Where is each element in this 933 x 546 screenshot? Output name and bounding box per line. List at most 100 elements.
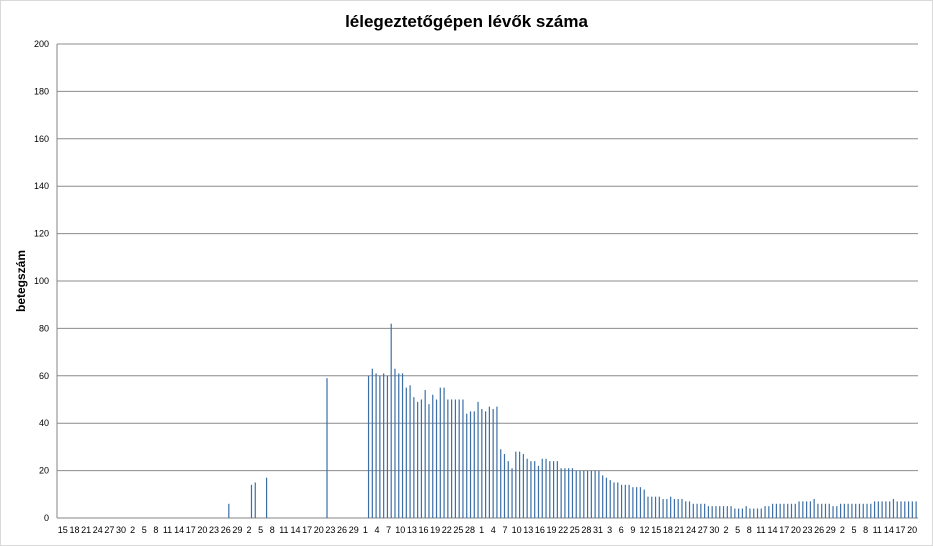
bar-blue [386, 375, 389, 518]
bar-blue [556, 461, 558, 518]
bar-blue [537, 465, 540, 518]
x-tick-label: 7 [386, 525, 391, 535]
x-tick-label: 5 [142, 525, 147, 535]
x-tick-label: 11 [163, 525, 172, 535]
bar-blue [409, 385, 411, 518]
bar-blue [858, 503, 861, 518]
bar-blue [892, 499, 895, 518]
x-tick-label: 4 [374, 525, 379, 535]
x-tick-label: 24 [93, 525, 103, 535]
x-tick-label: 8 [153, 525, 158, 535]
bar-blue [790, 503, 793, 518]
bar-blue [666, 499, 668, 518]
x-tick-label: 26 [337, 525, 347, 535]
bar-blue [439, 387, 441, 518]
bar-blue [643, 489, 645, 518]
x-tick-label: 8 [270, 525, 275, 535]
bar-blue [658, 496, 660, 518]
x-tick-label: 1 [363, 525, 368, 535]
x-tick-label: 11 [756, 525, 765, 535]
bars [228, 323, 917, 518]
x-tick-label: 29 [826, 525, 836, 535]
bar-blue [753, 508, 755, 518]
x-tick-label: 12 [640, 525, 650, 535]
bar-blue [889, 501, 891, 518]
x-tick-label: 25 [570, 525, 580, 535]
bar-blue [900, 501, 902, 518]
x-tick-label: 28 [581, 525, 591, 535]
x-tick-label: 26 [221, 525, 231, 535]
bar-blue [451, 399, 453, 518]
bar-blue [806, 501, 808, 518]
bar-blue [594, 470, 596, 518]
x-tick-label: 9 [630, 525, 635, 535]
bar-blue [904, 501, 906, 518]
bar-blue [704, 503, 706, 518]
bar-blue [432, 394, 434, 518]
bar-blue [847, 503, 849, 518]
bar-blue [688, 501, 691, 518]
x-tick-label: 23 [802, 525, 812, 535]
bar-blue [877, 501, 879, 518]
bar-blue [443, 387, 445, 518]
bar-blue [522, 454, 524, 518]
bar-blue [413, 397, 415, 518]
bar-blue [730, 506, 732, 518]
bar-blue [534, 461, 536, 518]
bar-blue [552, 461, 555, 518]
bar-blue [488, 406, 490, 518]
bar-blue [722, 506, 725, 518]
bar-blue [458, 399, 460, 518]
bar-blue [466, 413, 468, 518]
bar-blue [398, 373, 400, 518]
x-tick-label: 17 [302, 525, 312, 535]
x-tick-label: 5 [258, 525, 263, 535]
bar-blue [870, 503, 872, 518]
x-tick-label: 6 [619, 525, 624, 535]
bar-blue [741, 508, 743, 518]
x-tick-label: 20 [791, 525, 801, 535]
bar-blue [526, 458, 528, 518]
bar-blue [254, 482, 256, 518]
x-tick-label: 22 [442, 525, 452, 535]
bar-blue [571, 468, 574, 518]
y-tick-labels: 0 20 40 60 80 100 120 140 160 180 200 [34, 39, 49, 523]
bar-blue [477, 401, 479, 518]
bar-blue [907, 501, 910, 518]
bar-blue [738, 508, 740, 518]
y-tick-label: 200 [34, 39, 49, 49]
bar-blue [843, 503, 845, 518]
bar-blue [628, 484, 630, 518]
bar-blue [545, 458, 547, 518]
x-tick-label: 2 [840, 525, 845, 535]
y-tick-label: 20 [39, 466, 49, 476]
bar-blue [775, 503, 777, 518]
y-tick-label: 0 [44, 513, 49, 523]
bar-blue [454, 399, 456, 518]
y-tick-label: 180 [34, 86, 49, 96]
bar-blue [481, 408, 483, 518]
x-tick-label: 26 [814, 525, 824, 535]
x-tick-label: 15 [58, 525, 68, 535]
bar-blue [855, 503, 857, 518]
bar-blue [756, 508, 759, 518]
x-tick-label: 20 [907, 525, 917, 535]
x-tick-label: 17 [779, 525, 789, 535]
bar-blue [624, 484, 626, 518]
bar-blue [515, 451, 517, 518]
bar-blue [620, 484, 623, 518]
bar-blue [862, 503, 864, 518]
x-tick-label: 25 [453, 525, 463, 535]
bar-blue [798, 501, 800, 518]
bar-blue [885, 501, 887, 518]
x-tick-label: 18 [69, 525, 79, 535]
bar-blue [564, 468, 566, 518]
bar-blue [670, 496, 672, 518]
bar-blue [715, 506, 717, 518]
bar-blue [639, 487, 642, 518]
bar-blue [692, 503, 694, 518]
x-tick-labels: 15 18 21 24 27 30 2 5 8 11 14 17 20 23 26 29 2 5 8 11 14 17 20… [58, 525, 917, 535]
x-tick-label: 10 [512, 525, 522, 535]
bar-blue [473, 411, 475, 518]
bar-blue [583, 470, 585, 518]
